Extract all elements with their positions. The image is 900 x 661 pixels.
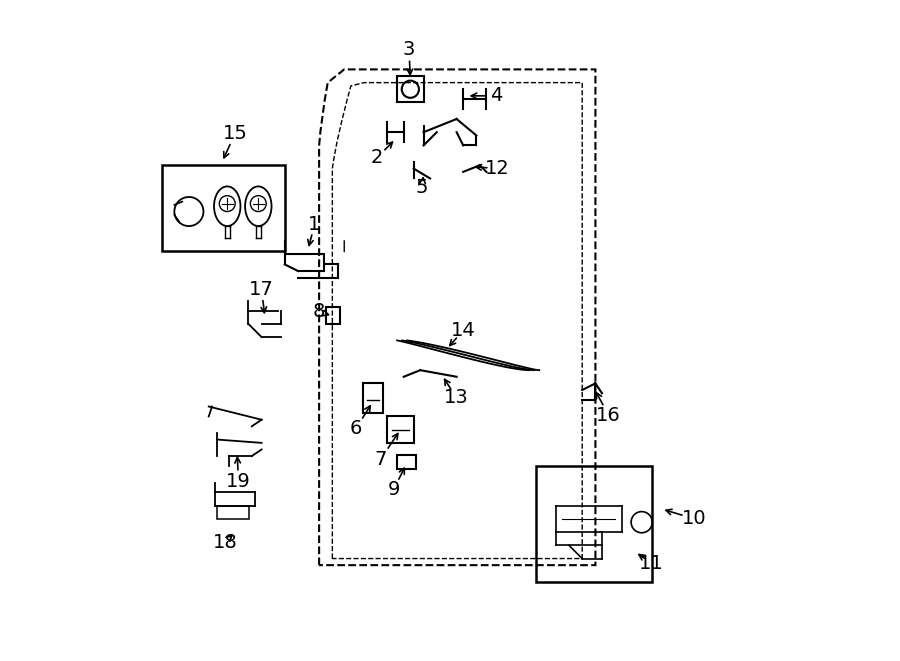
Text: 2: 2 [371, 148, 383, 167]
Text: 5: 5 [416, 178, 428, 196]
Text: 10: 10 [682, 510, 707, 528]
Text: 15: 15 [222, 124, 248, 143]
Text: 8: 8 [313, 303, 325, 321]
Text: 3: 3 [403, 40, 415, 59]
Text: 7: 7 [374, 450, 387, 469]
Text: 17: 17 [249, 280, 274, 299]
Bar [397, 76, 424, 102]
Text: 19: 19 [226, 472, 251, 490]
Text: 12: 12 [485, 159, 510, 178]
Text: 18: 18 [213, 533, 238, 551]
Bar [163, 165, 284, 251]
Bar [363, 383, 382, 413]
Bar [536, 466, 652, 582]
Text: 1: 1 [309, 215, 320, 234]
Text: 13: 13 [445, 389, 469, 407]
Bar [326, 307, 340, 324]
Bar [397, 455, 416, 469]
Text: 4: 4 [491, 87, 502, 105]
Text: 11: 11 [639, 554, 664, 572]
Text: 14: 14 [451, 321, 475, 340]
Text: 9: 9 [388, 480, 400, 498]
Bar [217, 506, 249, 519]
Text: 16: 16 [597, 406, 621, 424]
Text: 6: 6 [350, 419, 363, 438]
Bar [387, 416, 414, 443]
